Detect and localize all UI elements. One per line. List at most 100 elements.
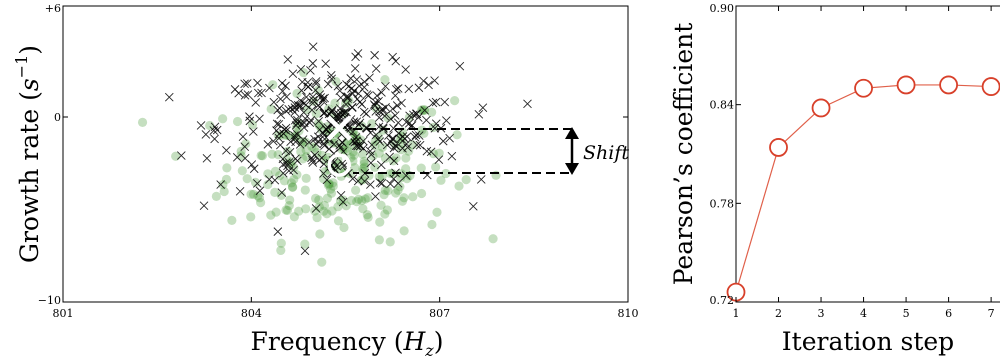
scatter-point-cross bbox=[216, 180, 226, 189]
scatter-point-cross bbox=[342, 107, 351, 117]
scatter-point-cross bbox=[410, 132, 420, 142]
scatter-point-circle bbox=[324, 179, 334, 189]
scatter-point-cross bbox=[222, 146, 231, 155]
scatter-point-cross bbox=[442, 116, 451, 125]
scatter-point-circle bbox=[333, 216, 344, 226]
scatter-point-cross bbox=[474, 110, 484, 119]
scatter-point-circle bbox=[219, 186, 229, 197]
scatter-point-cross bbox=[434, 155, 444, 164]
scatter-point-circle bbox=[408, 192, 418, 202]
scatter-point-cross bbox=[290, 134, 300, 143]
scatter-point-cross bbox=[359, 82, 369, 92]
scatter-point-cross bbox=[393, 118, 403, 128]
scatter-point-cross bbox=[277, 78, 287, 88]
scatter-point-cross bbox=[336, 143, 345, 153]
scatter-point-cross bbox=[308, 59, 318, 68]
scatter-point-cross bbox=[306, 66, 315, 75]
scatter-point-cross bbox=[430, 124, 440, 133]
scatter-point-circle bbox=[322, 209, 332, 219]
scatter-point-circle bbox=[382, 205, 392, 215]
scatter-point-cross bbox=[308, 42, 318, 52]
scatter-point-cross bbox=[281, 81, 290, 91]
scatter-point-cross bbox=[348, 174, 358, 183]
scatter-point-circle bbox=[283, 146, 293, 156]
scatter-point-cross bbox=[353, 49, 363, 58]
scatter-point-cross bbox=[404, 84, 414, 94]
scatter-point-circle bbox=[246, 189, 256, 199]
scatter-point-cross bbox=[240, 79, 249, 89]
scatter-point-cross bbox=[343, 92, 353, 102]
line-x-tick-label: 4 bbox=[860, 307, 867, 320]
scatter-point-circle bbox=[488, 234, 498, 244]
scatter-point-cross bbox=[335, 140, 344, 150]
scatter-point-cross bbox=[199, 201, 209, 211]
scatter-point-circle bbox=[317, 150, 327, 160]
scatter-point-circle bbox=[222, 163, 232, 173]
scatter-point-cross bbox=[177, 151, 186, 160]
scatter-point-cross bbox=[342, 80, 351, 89]
scatter-point-circle bbox=[300, 185, 310, 195]
scatter-point-cross bbox=[322, 175, 332, 185]
scatter-point-cross bbox=[390, 111, 400, 120]
scatter-point-cross bbox=[313, 132, 323, 141]
scatter-point-cross bbox=[272, 119, 282, 129]
scatter-chart: Shift 801 804 807 810 −10 0 +6 Frequency (Hz)… bbox=[12, 2, 639, 358]
scatter-point-cross bbox=[468, 201, 478, 211]
scatter-point-circle bbox=[376, 200, 386, 210]
scatter-point-circle bbox=[360, 194, 370, 204]
scatter-point-cross bbox=[428, 98, 438, 108]
line-y-tick-label: 0.84 bbox=[710, 99, 735, 112]
scatter-point-cross bbox=[381, 81, 390, 91]
line-x-tick-label: 6 bbox=[945, 307, 952, 320]
scatter-point-circle bbox=[257, 151, 268, 161]
scatter-point-cross bbox=[378, 106, 388, 116]
scatter-point-cross bbox=[371, 130, 381, 140]
scatter-point-circle bbox=[352, 196, 362, 207]
scatter-point-cross bbox=[347, 103, 357, 113]
line-series bbox=[726, 75, 1000, 302]
scatter-point-circle bbox=[417, 125, 427, 135]
scatter-point-circle bbox=[432, 207, 442, 217]
scatter-point-circle bbox=[357, 195, 367, 206]
scatter-point-circle bbox=[339, 222, 349, 233]
scatter-point-circle bbox=[236, 146, 246, 156]
scatter-point-circle bbox=[313, 85, 323, 95]
scatter-point-circle bbox=[276, 238, 286, 248]
scatter-point-cross bbox=[243, 90, 253, 99]
scatter-point-circle bbox=[298, 68, 309, 78]
line-x-tick-label: 7 bbox=[988, 307, 995, 320]
scatter-point-circle bbox=[380, 75, 390, 85]
scatter-point-cross bbox=[386, 179, 395, 189]
scatter-point-circle bbox=[377, 142, 388, 152]
scatter-point-circle bbox=[292, 170, 302, 180]
scatter-point-cross bbox=[389, 123, 398, 133]
scatter-point-cross bbox=[395, 134, 405, 144]
scatter-point-cross bbox=[327, 74, 337, 84]
scatter-point-circle bbox=[250, 177, 261, 187]
scatter-point-cross bbox=[293, 115, 302, 125]
scatter-point-cross bbox=[304, 137, 314, 147]
scatter-point-circle bbox=[441, 168, 451, 179]
scatter-point-cross bbox=[196, 121, 206, 130]
scatter-point-cross bbox=[382, 140, 392, 150]
scatter-point-cross bbox=[430, 76, 439, 85]
scatter-point-circle bbox=[346, 195, 357, 206]
scatter-point-cross bbox=[290, 103, 300, 112]
scatter-point-circle bbox=[301, 204, 311, 214]
line-point-marker bbox=[896, 75, 916, 95]
scatter-point-cross bbox=[366, 150, 376, 159]
scatter-point-cross bbox=[377, 179, 387, 188]
scatter-point-circle bbox=[362, 210, 372, 220]
scatter-point-cross bbox=[478, 103, 488, 112]
scatter-point-cross bbox=[422, 115, 431, 125]
scatter-point-cross bbox=[275, 103, 284, 113]
line-point-marker bbox=[981, 77, 1000, 96]
scatter-point-cross bbox=[366, 128, 375, 138]
scatter-point-cross bbox=[366, 180, 375, 189]
scatter-point-circle bbox=[246, 212, 256, 222]
scatter-point-circle bbox=[359, 156, 369, 166]
scatter-point-cross bbox=[309, 95, 318, 105]
scatter-point-cross bbox=[278, 168, 288, 178]
scatter-point-cross bbox=[269, 136, 278, 146]
scatter-point-circle bbox=[416, 188, 427, 199]
